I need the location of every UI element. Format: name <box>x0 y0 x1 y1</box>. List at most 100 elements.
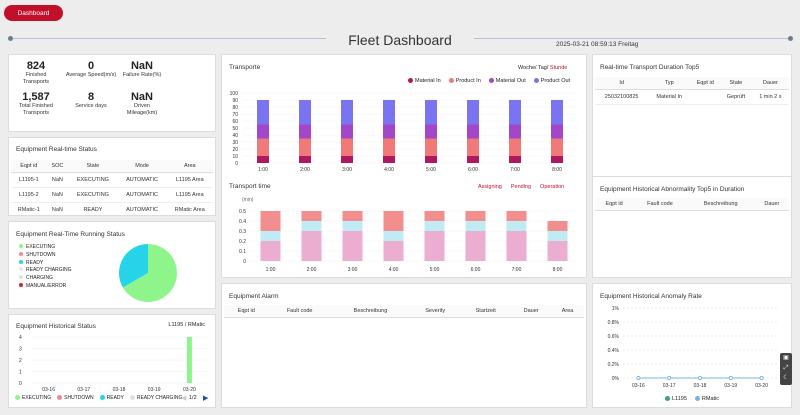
legend-assigning[interactable]: Assigning <box>478 184 502 190</box>
legend-item[interactable]: READY <box>99 395 124 401</box>
cell: NaN <box>46 172 69 188</box>
legend-item[interactable]: Product In <box>448 78 481 84</box>
cell: 1 min 2 s <box>751 89 789 105</box>
stat-service-days: 8 Service days <box>69 91 113 110</box>
stats-panel: 824 Finished Transports 0 Average Speed(… <box>8 54 216 132</box>
period-hour-link[interactable]: Stunde <box>549 65 568 71</box>
legend-item[interactable]: SHUTDOWN <box>19 251 71 260</box>
legend-item[interactable]: READY <box>19 259 71 268</box>
cell: AUTOMATIC <box>117 202 167 215</box>
legend-item[interactable]: SHUTDOWN <box>57 395 94 401</box>
period-day-link[interactable]: Tag/ <box>537 65 549 71</box>
table-row[interactable]: 25032100825 Material In Geprüft 1 min 2 … <box>595 89 789 105</box>
x-tick-label: 6:00 <box>471 267 481 273</box>
theme-icon[interactable]: ☾ <box>783 375 789 381</box>
table-row[interactable]: L1195-2 NaN EXECUTING AUTOMATIC L1195 Ar… <box>11 187 213 203</box>
fullscreen-icon[interactable]: ▣ <box>783 355 789 361</box>
legend-item[interactable]: Material Out <box>488 78 526 84</box>
bar-segment <box>547 221 568 231</box>
col-header[interactable]: Eqpt id <box>224 305 269 318</box>
y-tick-label: 70 <box>232 112 238 118</box>
legend-item[interactable]: RMatic <box>694 396 719 402</box>
y-tick-label: 0.3 <box>239 229 246 235</box>
legend-item[interactable]: READY CHARGING <box>129 395 182 401</box>
pager-prev-icon[interactable]: ◀ <box>181 395 187 402</box>
pager-next-icon[interactable]: ▶ <box>203 395 209 402</box>
bar-segment <box>341 124 353 139</box>
x-tick-label: 03-19 <box>724 383 737 389</box>
bar-segment <box>467 156 479 163</box>
legend-dot-icon <box>665 396 670 402</box>
bar-segment <box>506 231 527 261</box>
bar-segment <box>383 124 395 139</box>
stat-value: 824 <box>26 60 46 72</box>
col-header[interactable]: Severity <box>410 305 461 318</box>
bar-segment <box>509 100 521 125</box>
transport-time-chart: 0.5 0.4 0.3 0.2 0.1 0 1:00 2:00 3:00 4:00 5:00 6:00… <box>239 209 578 273</box>
x-tick-label: 2:00 <box>300 167 310 173</box>
col-header[interactable]: Area <box>166 160 213 173</box>
col-header[interactable]: Mode <box>117 160 167 173</box>
equipment-selector[interactable]: L1195 / RMatic <box>168 322 205 328</box>
header-dot-right <box>788 36 793 41</box>
panel-title: Equipment Historical Status <box>16 323 96 330</box>
stat-value: NaN <box>130 60 153 72</box>
tab-dashboard[interactable]: Dashboard <box>4 5 63 21</box>
col-header[interactable]: Startzeit <box>460 305 512 318</box>
bar-segment <box>299 156 311 163</box>
cell: EXECUTING <box>68 187 118 203</box>
bar-segment <box>465 221 486 231</box>
col-header[interactable]: Id <box>595 77 649 90</box>
col-header[interactable]: Dauer <box>751 77 789 90</box>
col-header[interactable]: Typ <box>648 77 691 90</box>
col-header[interactable]: Eqpt id <box>595 198 634 211</box>
col-header[interactable]: State <box>68 160 118 173</box>
legend-item[interactable]: Material In <box>408 78 441 84</box>
legend-item[interactable]: CHARGING <box>19 275 71 283</box>
x-tick-label: 3:00 <box>348 267 358 273</box>
legend-item[interactable]: MANUAL/ERROR <box>19 282 71 291</box>
col-header[interactable]: Eqpt id <box>690 77 721 90</box>
pie-slice <box>119 244 148 288</box>
legend-operation[interactable]: Operation <box>540 184 565 190</box>
col-header[interactable]: Beschreibung <box>330 305 411 318</box>
legend-item[interactable]: L1195 <box>665 396 687 402</box>
table-row[interactable]: RMatic-1 NaN READY AUTOMATIC RMatic Area <box>11 202 213 215</box>
stat-average-speed: 0 Average Speed(m/s) <box>65 60 117 79</box>
y-tick-label: 0.1 <box>239 249 246 255</box>
y-tick-label: 0.6% <box>608 334 620 340</box>
col-header[interactable]: Eqpt id <box>11 160 47 173</box>
legend-item[interactable]: EXECUTING <box>19 244 71 252</box>
legend-pending[interactable]: Pending <box>510 184 532 190</box>
x-tick-label: 03-18 <box>113 387 126 393</box>
col-header[interactable]: Dauer <box>754 198 789 211</box>
period-week-link[interactable]: Woche/ <box>518 65 537 71</box>
running-status-legend: EXECUTING SHUTDOWN READY READY CHARGING CHAR… <box>19 244 71 291</box>
legend-item[interactable]: READY CHARGING <box>19 267 71 275</box>
col-header[interactable]: State <box>720 77 752 90</box>
bar-segment <box>341 156 353 163</box>
bar-segment <box>341 138 353 156</box>
col-header[interactable]: Beschreibung <box>686 198 755 211</box>
cell: RMatic-1 <box>11 202 47 215</box>
bar-segment <box>551 138 563 156</box>
stat-label: Finished Transports <box>22 72 50 85</box>
col-header[interactable]: Area <box>551 305 584 318</box>
legend-item[interactable]: EXECUTING <box>15 395 51 401</box>
col-header[interactable]: Fault code <box>268 305 331 318</box>
col-header[interactable]: Fault code <box>633 198 687 211</box>
stat-value: 0 <box>87 60 95 72</box>
transport-duration-table: Id Typ Eqpt id State Dauer 25032100825 M… <box>595 77 789 105</box>
bar-segment <box>467 138 479 156</box>
bar-segment <box>551 124 563 139</box>
table-row[interactable]: L1195-1 NaN EXECUTING AUTOMATIC L1195 Ar… <box>11 172 213 188</box>
y-tick-label: 40 <box>232 133 238 139</box>
col-header[interactable]: Dauer <box>511 305 552 318</box>
legend-dot-icon <box>19 282 23 287</box>
stat-value: 1,587 <box>22 91 50 103</box>
col-header[interactable]: SOC <box>46 160 69 173</box>
expand-icon[interactable]: ⤢ <box>783 365 789 371</box>
page-title: Fleet Dashboard <box>348 32 452 48</box>
legend-item[interactable]: Product Out <box>533 78 570 84</box>
